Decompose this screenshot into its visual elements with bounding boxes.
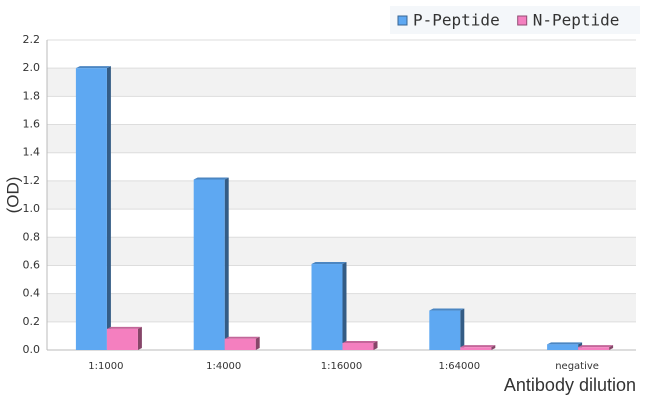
x-tick-label: 1:1000: [88, 361, 123, 372]
x-tick-label: negative: [555, 361, 599, 372]
bar-face: [75, 68, 107, 350]
grid-band: [47, 237, 636, 266]
bar-top: [106, 326, 142, 329]
bar-face: [106, 328, 138, 350]
y-tick-label: 1.6: [23, 118, 41, 131]
legend-swatch: [517, 15, 528, 26]
y-tick-label: 0.8: [23, 230, 41, 243]
bar-side: [137, 326, 142, 350]
y-tick-label: 0.0: [23, 343, 41, 356]
bar-side: [609, 345, 614, 350]
y-tick-label: 1.8: [23, 89, 41, 102]
y-tick-label: 1.4: [23, 146, 41, 159]
y-tick-label: 2.2: [23, 33, 41, 46]
bar-face: [429, 310, 461, 350]
grid-band: [47, 68, 636, 97]
y-tick-label: 0.6: [23, 258, 41, 271]
bar: [75, 66, 111, 350]
bar: [311, 262, 347, 350]
bar-top: [193, 177, 229, 180]
bar: [342, 340, 378, 350]
y-tick-label: 1.0: [23, 202, 41, 215]
y-tick-label: 1.2: [23, 174, 41, 187]
bar: [460, 345, 496, 350]
bar-face: [342, 342, 374, 350]
bar-top: [224, 336, 260, 339]
legend-swatch: [397, 15, 408, 26]
bar-face: [547, 344, 579, 350]
bar-top: [460, 345, 496, 348]
bar-side: [373, 340, 378, 350]
bar-side: [224, 177, 229, 350]
x-tick-label: 1:16000: [321, 361, 363, 372]
bar: [429, 308, 465, 350]
y-tick-label: 2.0: [23, 61, 41, 74]
bar-face: [311, 264, 343, 350]
x-tick-label: 1:4000: [206, 361, 241, 372]
bar: [106, 326, 142, 350]
bar-face: [578, 347, 610, 350]
bar-top: [342, 340, 378, 343]
legend-label: N-Peptide: [533, 11, 620, 30]
bar-top: [578, 345, 614, 348]
legend-label: P-Peptide: [413, 11, 500, 30]
bar-side: [491, 345, 496, 350]
bar: [547, 342, 583, 350]
bar-side: [106, 66, 111, 350]
x-tick-label: 1:64000: [439, 361, 481, 372]
bar-side: [342, 262, 347, 350]
bar: [193, 177, 229, 350]
y-tick-label: 0.4: [23, 287, 41, 300]
bar-face: [193, 179, 225, 350]
bar-top: [547, 342, 583, 345]
legend: P-Peptide N-Peptide: [390, 6, 640, 34]
grid-band: [47, 180, 636, 210]
y-tick-label: 0.2: [23, 315, 41, 328]
bar-face: [224, 338, 256, 350]
bar: [224, 336, 260, 350]
y-axis-label: (OD): [3, 177, 22, 214]
bar-top: [75, 66, 111, 69]
bar-top: [311, 262, 347, 265]
bar-side: [460, 308, 465, 350]
bar-face: [460, 347, 492, 350]
x-axis-label: Antibody dilution: [504, 375, 636, 395]
grid-band: [47, 124, 636, 153]
bar: [578, 345, 614, 350]
bar-top: [429, 308, 465, 311]
legend-box: [390, 6, 640, 34]
bar-side: [255, 336, 260, 350]
